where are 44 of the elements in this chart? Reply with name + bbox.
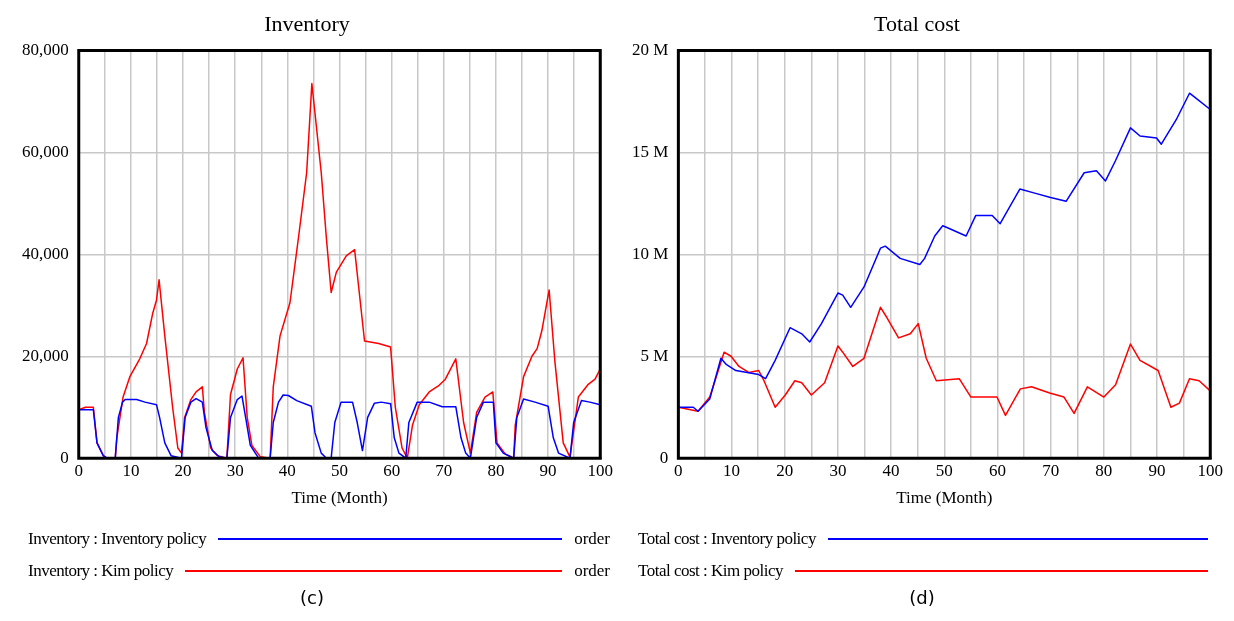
legend-label: Total cost : Inventory policy bbox=[638, 529, 816, 549]
chart-title: Total cost bbox=[874, 10, 960, 36]
y-tick-label: 20 M bbox=[631, 39, 669, 59]
x-tick-label: 50 bbox=[331, 460, 348, 480]
x-tick-label: 70 bbox=[435, 460, 453, 480]
x-tick-label: 80 bbox=[1095, 460, 1113, 480]
x-tick-label: 100 bbox=[587, 460, 613, 480]
x-tick-label: 10 bbox=[723, 460, 741, 480]
x-tick-label: 30 bbox=[226, 460, 244, 480]
text: (d) bbox=[908, 587, 936, 608]
x-tick-label: 80 bbox=[487, 460, 505, 480]
chart-title: Inventory bbox=[264, 10, 350, 36]
y-tick-label: 10 M bbox=[631, 243, 669, 263]
y-tick-label: 0 bbox=[60, 447, 69, 467]
x-tick-label: 20 bbox=[776, 460, 794, 480]
x-tick-label: 60 bbox=[383, 460, 401, 480]
x-tick-label: 10 bbox=[122, 460, 140, 480]
legend-label: Total cost : Kim policy bbox=[638, 561, 784, 581]
x-axis-title: Time (Month) bbox=[291, 488, 388, 508]
x-tick-label: 100 bbox=[1197, 460, 1223, 480]
x-axis-title: Time (Month) bbox=[896, 488, 993, 508]
y-tick-label: 80,000 bbox=[22, 39, 69, 59]
x-tick-label: 90 bbox=[1148, 460, 1166, 480]
y-tick-label: 0 bbox=[659, 447, 669, 467]
x-tick-label: 40 bbox=[882, 460, 900, 480]
text: order bbox=[574, 529, 610, 549]
x-tick-label: 70 bbox=[1042, 460, 1060, 480]
text: (c) bbox=[299, 587, 325, 608]
x-tick-label: 0 bbox=[674, 460, 683, 480]
y-tick-label: 40,000 bbox=[22, 243, 69, 263]
legend-label: Inventory : Kim policy bbox=[28, 561, 174, 581]
x-tick-label: 0 bbox=[74, 460, 83, 480]
x-tick-label: 50 bbox=[935, 460, 953, 480]
y-tick-label: 5 M bbox=[640, 345, 669, 365]
y-tick-label: 15 M bbox=[631, 141, 669, 161]
legend-label: Inventory : Inventory policy bbox=[28, 529, 207, 549]
x-tick-label: 20 bbox=[174, 460, 192, 480]
x-tick-label: 60 bbox=[989, 460, 1006, 480]
y-tick-label: 20,000 bbox=[22, 345, 69, 365]
x-tick-label: 40 bbox=[278, 460, 296, 480]
text: order bbox=[574, 561, 610, 581]
x-tick-label: 90 bbox=[539, 460, 557, 480]
y-tick-label: 60,000 bbox=[22, 141, 69, 161]
x-tick-label: 30 bbox=[829, 460, 847, 480]
